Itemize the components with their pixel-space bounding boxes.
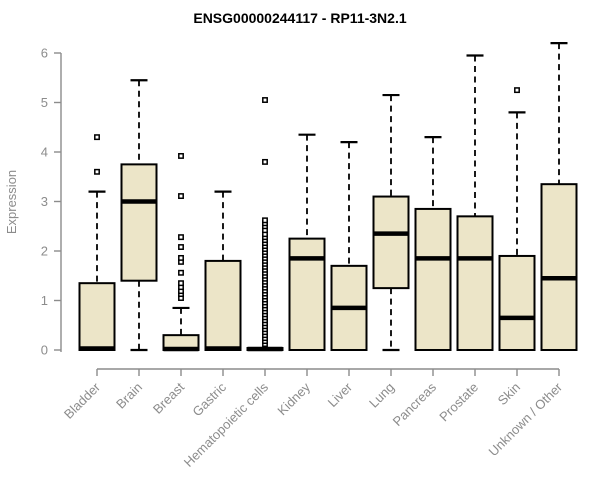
boxplot-hematopoietic-cells [246, 97, 284, 352]
outlier-point [178, 153, 184, 159]
outlier-point [178, 269, 184, 276]
x-tick-label-breast: Breast [150, 379, 187, 416]
boxplot-gastric [204, 190, 242, 351]
x-tick-label-unknown-other: Unknown / Other [486, 379, 566, 459]
y-tick-label: 1 [41, 293, 48, 308]
boxplot-skin [498, 87, 536, 351]
y-tick-label: 4 [41, 145, 48, 160]
x-tick-label-prostate: Prostate [436, 380, 481, 425]
outlier-point [262, 158, 268, 165]
boxplot-brain [120, 79, 158, 352]
boxplot-kidney [288, 133, 326, 351]
iqr-box [498, 254, 536, 351]
boxplot-unknown-other [540, 41, 578, 351]
iqr-box [540, 183, 578, 351]
boxplot-liver [330, 141, 368, 352]
x-tick-label-kidney: Kidney [274, 379, 313, 418]
outlier-point [94, 134, 100, 141]
y-tick-label: 5 [41, 95, 48, 110]
boxplot-prostate [456, 54, 494, 351]
boxplot-pancreas [414, 136, 452, 351]
x-tick-label-bladder: Bladder [61, 379, 104, 422]
chart-title: ENSG00000244117 - RP11-3N2.1 [193, 10, 406, 26]
boxplot-breast [162, 153, 200, 352]
outlier-point [178, 234, 184, 241]
x-tick-label-gastric: Gastric [189, 379, 229, 419]
x-tick-label-lung: Lung [366, 380, 397, 411]
y-tick-label: 0 [41, 343, 48, 358]
y-axis-label: Expression [4, 170, 19, 234]
outlier-point [178, 244, 184, 250]
outlier-point [262, 217, 268, 224]
outlier-point [94, 168, 100, 175]
y-axis: 0 1 2 3 4 5 6 [41, 46, 62, 358]
boxplot-lung [372, 93, 410, 352]
outlier-point [262, 97, 268, 103]
y-tick-label: 3 [41, 194, 48, 209]
x-tick-label-liver: Liver [325, 379, 356, 410]
outlier-point [178, 280, 184, 287]
x-tick-label-skin: Skin [495, 380, 523, 408]
x-tick-label-pancreas: Pancreas [390, 379, 440, 429]
iqr-box [456, 215, 494, 351]
outlier-point [178, 254, 184, 261]
x-tick-label-brain: Brain [113, 380, 145, 412]
iqr-box [372, 195, 410, 290]
iqr-box [288, 237, 326, 351]
boxplot-bladder [78, 134, 116, 351]
iqr-box [78, 282, 116, 351]
outlier-point [178, 193, 184, 200]
iqr-box [414, 207, 452, 351]
y-tick-label: 6 [41, 46, 48, 61]
iqr-box [120, 163, 158, 282]
iqr-box [204, 259, 242, 351]
outlier-point [514, 87, 520, 94]
y-tick-label: 2 [41, 244, 48, 259]
